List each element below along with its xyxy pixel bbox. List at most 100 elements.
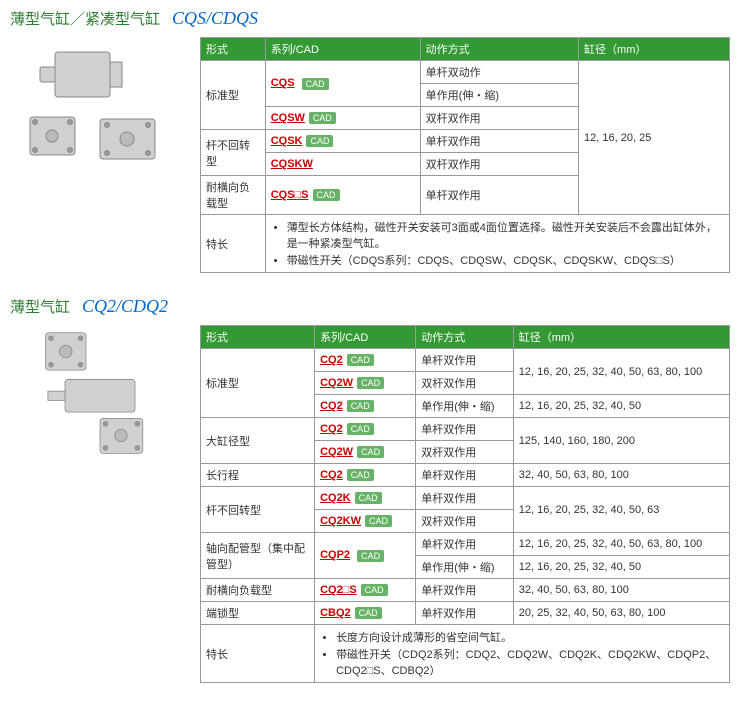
th-series: 系列/CAD	[315, 326, 416, 349]
series-link[interactable]: CQ2	[320, 400, 343, 412]
feature-item: 薄型长方体结构，磁性开关安装可3面或4面位置选择。磁性开关安装后不会露出缸体外，…	[287, 219, 724, 251]
form-cell: 杆不回转型	[201, 130, 266, 176]
cad-badge[interactable]: CAD	[357, 377, 384, 389]
series-link[interactable]: CQ2□S	[320, 584, 357, 596]
series-link[interactable]: CQSW	[271, 112, 305, 124]
form-cell: 轴向配管型（集中配管型）	[201, 533, 315, 579]
action-cell: 单作用(伸・缩)	[416, 556, 514, 579]
bore-cell: 12, 16, 20, 25, 32, 40, 50, 63, 80, 100	[513, 349, 729, 395]
spec-table-cqs: 形式 系列/CAD 动作方式 缸径（mm） 标准型CQS CAD单杆双动作12,…	[200, 37, 730, 273]
table-row: 标准型CQS CAD单杆双动作12, 16, 20, 25	[201, 61, 730, 84]
cad-badge[interactable]: CAD	[355, 607, 382, 619]
cad-badge[interactable]: CAD	[302, 78, 329, 90]
cad-badge[interactable]: CAD	[355, 492, 382, 504]
features-label-cell: 特长	[201, 625, 315, 683]
section-title-cn: 薄型气缸／紧凑型气缸	[10, 8, 160, 29]
series-cell: CQ2 CAD	[315, 418, 416, 441]
feature-item: 带磁性开关（CDQS系列：CDQS、CDQSW、CDQSK、CDQSKW、CDQ…	[287, 252, 724, 268]
series-cell: CQ2W CAD	[315, 372, 416, 395]
form-cell: 标准型	[201, 61, 266, 130]
th-form: 形式	[201, 326, 315, 349]
section-body: 形式 系列/CAD 动作方式 缸径（mm） 标准型CQS CAD单杆双动作12,…	[10, 37, 734, 273]
series-link[interactable]: CQ2	[320, 354, 343, 366]
action-cell: 单杆双作用	[416, 487, 514, 510]
th-bore: 缸径（mm）	[579, 38, 730, 61]
series-cell: CQ2 CAD	[315, 395, 416, 418]
series-link[interactable]: CQSK	[271, 135, 303, 147]
spec-table-cq2: 形式 系列/CAD 动作方式 缸径（mm） 标准型CQ2CAD单杆双作用12, …	[200, 325, 730, 683]
table-header: 形式 系列/CAD 动作方式 缸径（mm）	[201, 326, 730, 349]
series-cell: CQSW CAD	[265, 107, 420, 130]
bore-cell: 20, 25, 32, 40, 50, 63, 80, 100	[513, 602, 729, 625]
cad-badge[interactable]: CAD	[365, 515, 392, 527]
action-cell: 单杆双作用	[416, 464, 514, 487]
action-cell: 单杆双作用	[416, 349, 514, 372]
cad-badge[interactable]: CAD	[347, 354, 374, 366]
cad-badge[interactable]: CAD	[347, 469, 374, 481]
bore-cell: 32, 40, 50, 63, 80, 100	[513, 464, 729, 487]
series-link[interactable]: CQ2	[320, 423, 343, 435]
section-cqs: 薄型气缸／紧凑型气缸 CQS/CDQS	[10, 5, 734, 273]
series-cell: CQ2W CAD	[315, 441, 416, 464]
form-cell: 耐横向负载型	[201, 176, 266, 215]
bore-cell: 32, 40, 50, 63, 80, 100	[513, 579, 729, 602]
bore-cell: 12, 16, 20, 25	[579, 61, 730, 215]
form-cell: 杆不回转型	[201, 487, 315, 533]
section-body: 形式 系列/CAD 动作方式 缸径（mm） 标准型CQ2CAD单杆双作用12, …	[10, 325, 734, 683]
cad-badge[interactable]: CAD	[309, 112, 336, 124]
section-header: 薄型气缸 CQ2/CDQ2	[10, 293, 734, 320]
features-row: 特长薄型长方体结构，磁性开关安装可3面或4面位置选择。磁性开关安装后不会露出缸体…	[201, 215, 730, 273]
series-link[interactable]: CQS□S	[271, 189, 309, 201]
series-cell: CQS CAD	[265, 61, 420, 107]
th-bore: 缸径（mm）	[513, 326, 729, 349]
table-row: 标准型CQ2CAD单杆双作用12, 16, 20, 25, 32, 40, 50…	[201, 349, 730, 372]
action-cell: 单杆双作用	[420, 176, 578, 215]
series-cell: CQS□S CAD	[265, 176, 420, 215]
action-cell: 单作用(伸・缩)	[420, 84, 578, 107]
series-link[interactable]: CQSKW	[271, 158, 313, 170]
cad-badge[interactable]: CAD	[361, 584, 388, 596]
section-cq2: 薄型气缸 CQ2/CDQ2	[10, 293, 734, 683]
table-header: 形式 系列/CAD 动作方式 缸径（mm）	[201, 38, 730, 61]
action-cell: 双杆双作用	[416, 372, 514, 395]
form-cell: 标准型	[201, 349, 315, 418]
product-image-cqs	[10, 37, 190, 177]
action-cell: 单杆双作用	[416, 418, 514, 441]
features-label-cell: 特长	[201, 215, 266, 273]
action-cell: 单杆双动作	[420, 61, 578, 84]
series-link[interactable]: CQ2W	[320, 446, 353, 458]
section-title-en: CQ2/CDQ2	[82, 296, 168, 317]
section-title-cn: 薄型气缸	[10, 296, 70, 317]
series-link[interactable]: CQ2W	[320, 377, 353, 389]
action-cell: 双杆双作用	[416, 441, 514, 464]
product-image-cq2	[10, 325, 190, 465]
cad-badge[interactable]: CAD	[347, 400, 374, 412]
bore-cell: 12, 16, 20, 25, 32, 40, 50	[513, 556, 729, 579]
form-cell: 端锁型	[201, 602, 315, 625]
th-action: 动作方式	[416, 326, 514, 349]
table-row: 大缸径型CQ2CAD单杆双作用125, 140, 160, 180, 200	[201, 418, 730, 441]
features-cell: 薄型长方体结构，磁性开关安装可3面或4面位置选择。磁性开关安装后不会露出缸体外，…	[265, 215, 729, 273]
cad-badge[interactable]: CAD	[347, 423, 374, 435]
cad-badge[interactable]: CAD	[313, 189, 340, 201]
series-link[interactable]: CQ2K	[320, 492, 351, 504]
action-cell: 单杆双作用	[416, 579, 514, 602]
series-link[interactable]: CQ2KW	[320, 515, 361, 527]
cad-badge[interactable]: CAD	[357, 446, 384, 458]
table-body: 标准型CQS CAD单杆双动作12, 16, 20, 25单作用(伸・缩)CQS…	[201, 61, 730, 273]
series-link[interactable]: CQ2	[320, 469, 343, 481]
series-cell: CQSKW	[265, 153, 420, 176]
bore-cell: 12, 16, 20, 25, 32, 40, 50, 63, 80, 100	[513, 533, 729, 556]
cad-badge[interactable]: CAD	[306, 135, 333, 147]
series-link[interactable]: CBQ2	[320, 607, 351, 619]
table-body: 标准型CQ2CAD单杆双作用12, 16, 20, 25, 32, 40, 50…	[201, 349, 730, 683]
series-cell: CQ2 CAD	[315, 464, 416, 487]
table-row: 轴向配管型（集中配管型）CQP2 CAD单杆双作用12, 16, 20, 25,…	[201, 533, 730, 556]
action-cell: 单杆双作用	[416, 602, 514, 625]
th-action: 动作方式	[420, 38, 578, 61]
series-link[interactable]: CQS	[271, 77, 295, 89]
action-cell: 双杆双作用	[420, 107, 578, 130]
series-link[interactable]: CQP2	[320, 549, 350, 561]
bore-cell: 12, 16, 20, 25, 32, 40, 50, 63	[513, 487, 729, 533]
cad-badge[interactable]: CAD	[357, 550, 384, 562]
